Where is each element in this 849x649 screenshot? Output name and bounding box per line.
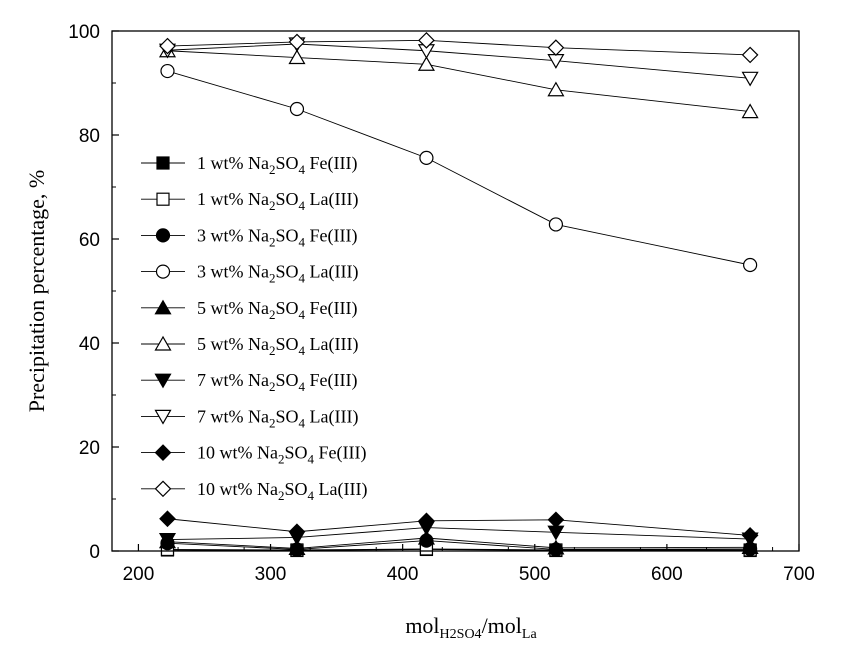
legend-label: 5 wt% Na2SO4 Fe(III) bbox=[197, 298, 358, 322]
data-point bbox=[288, 33, 306, 51]
legend-marker bbox=[154, 299, 172, 315]
legend-entry: 7 wt% Na2SO4 Fe(III) bbox=[141, 370, 358, 394]
y-tick-label: 80 bbox=[79, 126, 100, 147]
series-line bbox=[167, 518, 751, 536]
legend-label: 3 wt% Na2SO4 Fe(III) bbox=[197, 225, 358, 249]
series-3 bbox=[160, 63, 758, 273]
y-tick-label: 40 bbox=[79, 334, 100, 355]
y-axis-title: Precipitation percentage, % bbox=[24, 170, 49, 413]
x-axis-title-sub1: H2SO4 bbox=[440, 627, 482, 642]
x-tick-label: 300 bbox=[255, 564, 287, 585]
legend-marker bbox=[154, 373, 172, 389]
legend-entry: 10 wt% Na2SO4 La(III) bbox=[141, 479, 367, 503]
data-point bbox=[547, 39, 565, 56]
legend-entry: 3 wt% Na2SO4 Fe(III) bbox=[141, 225, 358, 249]
legend-label: 1 wt% Na2SO4 Fe(III) bbox=[197, 153, 358, 177]
series-9 bbox=[159, 32, 759, 64]
legend-marker bbox=[154, 480, 172, 498]
plot-frame bbox=[111, 30, 800, 552]
legend-marker bbox=[155, 228, 171, 243]
legend-entry: 3 wt% Na2SO4 La(III) bbox=[141, 262, 358, 286]
data-point bbox=[418, 512, 435, 530]
legend-marker bbox=[156, 192, 170, 206]
y-tick-label: 20 bbox=[79, 438, 100, 459]
data-point bbox=[288, 49, 306, 65]
legend-marker bbox=[155, 264, 171, 279]
series-line bbox=[167, 540, 751, 550]
series-line bbox=[167, 527, 751, 541]
data-point bbox=[159, 510, 176, 528]
data-point bbox=[548, 217, 564, 232]
legend-label: 5 wt% Na2SO4 La(III) bbox=[197, 334, 358, 358]
legend-label: 1 wt% Na2SO4 La(III) bbox=[197, 189, 358, 213]
legend-entry: 10 wt% Na2SO4 Fe(III) bbox=[141, 443, 367, 467]
series-line bbox=[167, 43, 751, 79]
data-point bbox=[417, 56, 435, 71]
x-tick-label: 700 bbox=[783, 564, 815, 585]
series-line bbox=[167, 50, 751, 113]
data-point bbox=[417, 529, 435, 545]
legend-marker bbox=[154, 444, 172, 461]
x-tick-label: 500 bbox=[519, 564, 551, 585]
legend-marker bbox=[154, 409, 172, 425]
x-axis-title: molH2SO4/molLa bbox=[405, 613, 537, 642]
series-7 bbox=[158, 37, 759, 87]
x-axis-title-sub2: La bbox=[522, 627, 538, 642]
legend-marker bbox=[156, 156, 170, 170]
data-point bbox=[289, 101, 305, 117]
x-tick-label: 600 bbox=[651, 564, 683, 585]
legend-entry: 5 wt% Na2SO4 La(III) bbox=[141, 334, 358, 358]
legend-entry: 1 wt% Na2SO4 La(III) bbox=[141, 189, 358, 213]
data-point bbox=[419, 150, 434, 165]
data-point bbox=[418, 32, 435, 49]
axes: 200 300 400 500 600 700 0 20 40 60 80 100 bbox=[68, 22, 815, 585]
data-point bbox=[741, 46, 759, 64]
legend-entry: 7 wt% Na2SO4 La(III) bbox=[141, 406, 358, 430]
data-point bbox=[158, 532, 177, 548]
legend-label: 10 wt% Na2SO4 Fe(III) bbox=[197, 443, 367, 467]
y-tick-label: 60 bbox=[79, 230, 100, 251]
data-point bbox=[741, 527, 759, 544]
plot-area bbox=[158, 32, 759, 558]
data-point bbox=[547, 511, 565, 529]
series-8 bbox=[159, 510, 759, 544]
data-point bbox=[743, 257, 758, 273]
x-tick-label: 400 bbox=[387, 564, 419, 585]
data-point bbox=[741, 103, 759, 119]
legend-entry: 1 wt% Na2SO4 Fe(III) bbox=[141, 153, 358, 177]
legend: 1 wt% Na2SO4 Fe(III) 1 wt% Na2SO4 La(III)… bbox=[141, 153, 367, 503]
legend-label: 3 wt% Na2SO4 La(III) bbox=[197, 262, 358, 286]
legend-label: 7 wt% Na2SO4 Fe(III) bbox=[197, 370, 358, 394]
legend-label: 7 wt% Na2SO4 La(III) bbox=[197, 406, 358, 430]
legend-entry: 5 wt% Na2SO4 Fe(III) bbox=[141, 298, 358, 322]
data-point bbox=[547, 81, 565, 97]
y-tick-label: 0 bbox=[89, 542, 100, 563]
y-tick-label: 100 bbox=[68, 22, 100, 43]
data-point bbox=[288, 523, 306, 541]
legend-marker bbox=[154, 335, 172, 351]
x-axis-title-part: mol bbox=[405, 613, 439, 638]
data-point bbox=[159, 37, 176, 55]
data-point bbox=[741, 71, 759, 87]
legend-label: 10 wt% Na2SO4 La(III) bbox=[197, 479, 367, 503]
x-tick-label: 200 bbox=[123, 564, 155, 585]
series-5 bbox=[158, 42, 759, 119]
series-line bbox=[167, 39, 751, 56]
data-point bbox=[160, 63, 175, 79]
x-axis-title-part: /mol bbox=[482, 613, 522, 638]
